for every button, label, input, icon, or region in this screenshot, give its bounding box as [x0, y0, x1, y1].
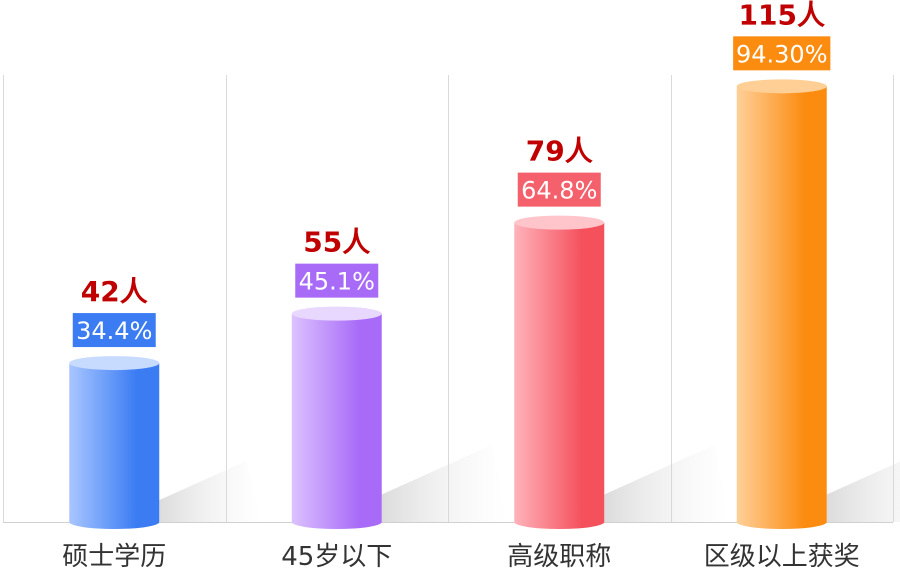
bar-top: [291, 306, 382, 321]
percent-label: 34.4%: [76, 317, 152, 345]
count-label: 42人: [81, 275, 148, 308]
category-label: 硕士学历: [62, 542, 166, 572]
percent-label: 64.8%: [521, 177, 597, 205]
category-label: 45岁以下: [281, 542, 392, 572]
bar-top: [736, 79, 827, 94]
percent-label: 94.30%: [736, 40, 828, 68]
count-label: 79人: [526, 135, 593, 168]
bar-shadow: [381, 445, 507, 522]
count-label: 115人: [739, 0, 825, 31]
bar-shadow: [604, 445, 730, 522]
bar-body: [291, 313, 382, 530]
bar-top: [514, 215, 605, 230]
bar-body: [514, 222, 605, 530]
bars: [69, 79, 827, 530]
category-label: 区级以上获奖: [704, 542, 860, 572]
percent-badge: [295, 263, 379, 298]
bar-shadows: [159, 445, 900, 522]
percent-badge: [72, 313, 156, 348]
bar-top: [69, 356, 160, 371]
bar-shadow: [826, 461, 900, 522]
count-label: 55人: [303, 226, 370, 259]
bar-body: [736, 86, 827, 530]
percent-badge: [733, 36, 831, 71]
percent-label: 45.1%: [299, 268, 375, 296]
bar-shadow: [159, 460, 262, 522]
bar-body: [69, 363, 160, 530]
percent-badge: [517, 172, 601, 207]
category-label: 高级职称: [507, 542, 611, 572]
